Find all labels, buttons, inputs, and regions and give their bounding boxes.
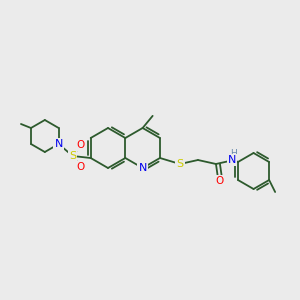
Text: O: O bbox=[76, 162, 85, 172]
Text: N: N bbox=[228, 155, 236, 165]
Text: O: O bbox=[76, 140, 85, 150]
Text: H: H bbox=[231, 148, 237, 158]
Text: S: S bbox=[69, 151, 76, 161]
Text: S: S bbox=[176, 159, 184, 169]
Text: N: N bbox=[55, 139, 63, 149]
Text: O: O bbox=[216, 176, 224, 186]
Text: N: N bbox=[139, 163, 147, 173]
